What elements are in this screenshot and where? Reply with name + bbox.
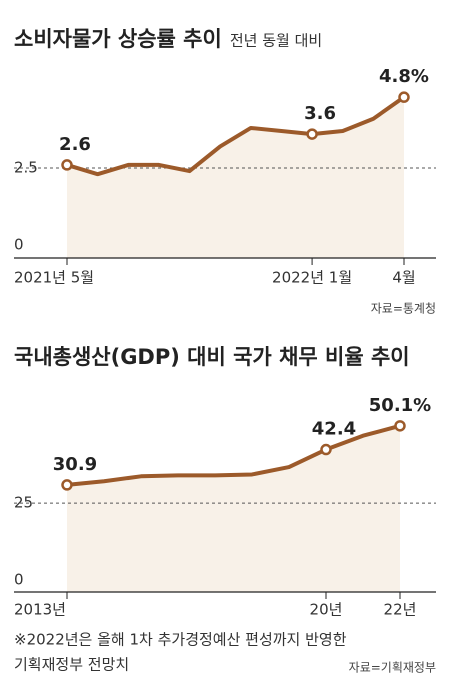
y-tick-label: 0 [14,571,24,589]
value-label: 50.1% [369,395,431,416]
source: 자료=통계청 [371,302,436,316]
point [61,479,73,491]
point [306,128,318,140]
chart-subtitle: 전년 동월 대비 [230,32,322,50]
point [394,420,406,432]
x-tick-label: 20년 [310,601,343,619]
note: ※2022년은 올해 1차 추가경정예산 편성까지 반영한 [14,631,347,649]
point [398,91,410,103]
value-label: 42.4 [312,419,356,440]
area [67,97,404,258]
point [320,443,332,456]
x-tick-label: 2013년 [14,601,66,619]
chart-title: 국내총생산(GDP) 대비 국가 채무 비율 추이 [14,345,410,369]
x-tick-label: 4월 [392,269,415,287]
line [66,95,406,177]
x-tick-label: 2022년 1월 [272,269,352,287]
y-tick-label: 0 [14,236,24,254]
y-tick-label: 25 [14,494,33,512]
x-tick-label: 22년 [384,601,417,619]
x-tick-label: 2021년 5월 [14,269,94,287]
chart-title: 소비자물가 상승률 추이 [14,27,222,51]
line [66,423,401,487]
value-label: 3.6 [304,103,336,124]
point [61,159,73,171]
value-label: 2.6 [59,134,91,155]
value-label: 30.9 [53,454,97,475]
note: 기획재정부 전망치 [14,656,129,674]
source: 자료=기획재정부 [349,661,436,675]
area [67,425,400,592]
value-label: 4.8% [379,66,429,87]
y-tick-label: 2.5 [14,159,38,177]
